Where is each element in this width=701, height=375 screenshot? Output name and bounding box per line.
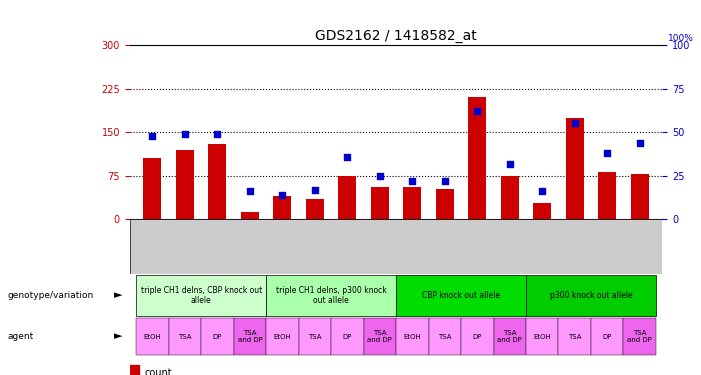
Bar — [208, 144, 226, 219]
Point — [569, 120, 580, 126]
Text: p300 knock out allele: p300 knock out allele — [550, 291, 632, 300]
Text: EtOH: EtOH — [533, 334, 551, 340]
Bar — [526, 318, 559, 356]
Point — [309, 187, 320, 193]
Bar — [591, 318, 623, 356]
Text: ►: ► — [114, 290, 123, 300]
Text: EtOH: EtOH — [404, 334, 421, 340]
Bar — [526, 274, 656, 316]
Bar — [631, 174, 648, 219]
Text: TSA: TSA — [178, 334, 191, 340]
Point — [601, 150, 613, 156]
Text: TSA
and DP: TSA and DP — [498, 330, 522, 343]
Bar — [623, 318, 656, 356]
Bar — [201, 318, 233, 356]
Point — [374, 173, 386, 179]
Bar — [176, 150, 194, 219]
Text: 100%: 100% — [668, 34, 694, 43]
Bar — [273, 196, 292, 219]
Bar — [468, 98, 486, 219]
Point — [244, 189, 255, 195]
Text: genotype/variation: genotype/variation — [7, 291, 93, 300]
Point — [440, 178, 451, 184]
Bar — [494, 318, 526, 356]
Bar — [396, 318, 428, 356]
Bar — [371, 188, 389, 219]
Bar — [241, 212, 259, 219]
Bar — [436, 189, 454, 219]
Point — [341, 154, 353, 160]
Text: DP: DP — [343, 334, 352, 340]
Bar — [169, 318, 201, 356]
Text: TSA
and DP: TSA and DP — [238, 330, 262, 343]
Point — [504, 160, 515, 166]
Text: TSA: TSA — [308, 334, 322, 340]
Text: TSA: TSA — [568, 334, 582, 340]
Bar — [266, 318, 299, 356]
Point — [472, 108, 483, 114]
Point — [634, 140, 646, 146]
Point — [147, 133, 158, 139]
Text: TSA: TSA — [438, 334, 451, 340]
Bar — [136, 318, 169, 356]
Text: CBP knock out allele: CBP knock out allele — [422, 291, 500, 300]
Text: TSA
and DP: TSA and DP — [367, 330, 392, 343]
Text: triple CH1 delns, CBP knock out
allele: triple CH1 delns, CBP knock out allele — [140, 286, 261, 305]
Bar — [136, 274, 266, 316]
Point — [212, 131, 223, 137]
Bar — [331, 318, 364, 356]
Point — [277, 192, 288, 198]
Bar — [598, 172, 616, 219]
Bar — [144, 158, 161, 219]
Bar — [533, 203, 551, 219]
Text: TSA
and DP: TSA and DP — [627, 330, 652, 343]
Bar — [130, 364, 139, 375]
Bar — [396, 274, 526, 316]
Bar — [339, 176, 356, 219]
Bar — [428, 318, 461, 356]
Text: EtOH: EtOH — [144, 334, 161, 340]
Title: GDS2162 / 1418582_at: GDS2162 / 1418582_at — [315, 28, 477, 43]
Text: triple CH1 delns, p300 knock
out allele: triple CH1 delns, p300 knock out allele — [275, 286, 386, 305]
Text: agent: agent — [7, 332, 33, 341]
Text: EtOH: EtOH — [273, 334, 291, 340]
Bar — [364, 318, 396, 356]
Bar — [233, 318, 266, 356]
Bar — [306, 199, 324, 219]
Text: ►: ► — [114, 332, 123, 342]
Bar — [566, 118, 584, 219]
Point — [179, 131, 191, 137]
Text: count: count — [144, 368, 172, 375]
Bar — [266, 274, 396, 316]
Bar — [559, 318, 591, 356]
Bar — [299, 318, 331, 356]
Bar — [403, 188, 421, 219]
Text: DP: DP — [603, 334, 612, 340]
Text: DP: DP — [212, 334, 222, 340]
Point — [537, 189, 548, 195]
Bar — [501, 176, 519, 219]
Text: DP: DP — [472, 334, 482, 340]
Bar — [461, 318, 494, 356]
Point — [407, 178, 418, 184]
